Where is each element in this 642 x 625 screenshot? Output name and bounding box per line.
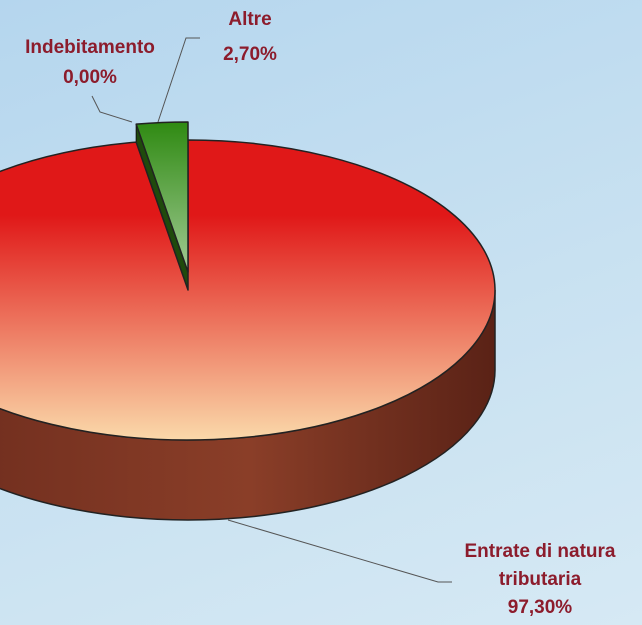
- slice-value-label: 0,00%: [63, 67, 117, 88]
- slice: [135, 121, 189, 273]
- slice-name: Altre: [228, 9, 272, 30]
- leader-line: [157, 37, 200, 123]
- slice-value-label: 2,70%: [223, 44, 277, 65]
- leader-line: [227, 519, 452, 583]
- slice-value-label: 97,30%: [507, 597, 573, 618]
- slice-name: Indebitamento: [25, 37, 155, 58]
- slice-name: Entrate di natura tributaria: [464, 541, 616, 590]
- slice: [0, 139, 496, 441]
- leader-line: [91, 95, 133, 123]
